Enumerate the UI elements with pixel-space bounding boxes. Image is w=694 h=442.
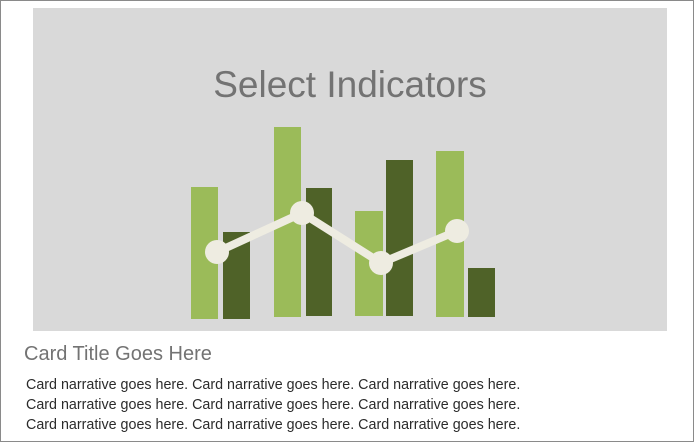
- narrative-line: Card narrative goes here. Card narrative…: [26, 397, 521, 413]
- card-narrative: Card narrative goes here. Card narrative…: [26, 375, 666, 435]
- chart-icon-point: [445, 219, 469, 243]
- chart-icon-bar: [386, 160, 413, 316]
- indicator-placeholder[interactable]: Select Indicators: [33, 8, 667, 331]
- chart-icon-line: [213, 209, 461, 267]
- chart-icon-point: [205, 240, 229, 264]
- chart-icon-point: [290, 201, 314, 225]
- chart-icon-point: [369, 251, 393, 275]
- placeholder-title: Select Indicators: [213, 64, 487, 105]
- narrative-line: Card narrative goes here. Card narrative…: [26, 417, 521, 433]
- card-title: Card Title Goes Here: [24, 343, 212, 365]
- bar-line-chart-icon: [191, 127, 495, 319]
- chart-icon-bar: [468, 268, 495, 317]
- narrative-line: Card narrative goes here. Card narrative…: [26, 377, 521, 393]
